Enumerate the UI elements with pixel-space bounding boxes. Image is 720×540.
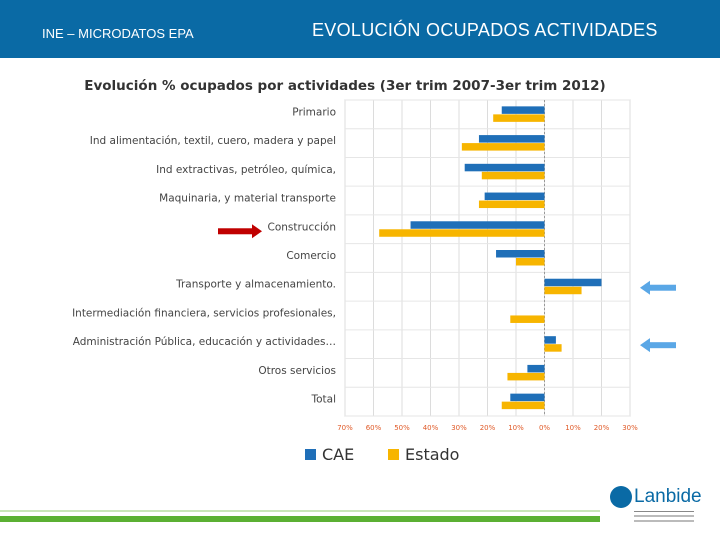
- red-arrow-shaft: [218, 228, 252, 235]
- bar-estado: [516, 258, 545, 266]
- x-tick-label: 10%: [565, 424, 581, 432]
- x-tick-label: 0%: [539, 424, 550, 432]
- bar-cae: [544, 336, 556, 344]
- legend-swatch: [388, 449, 399, 460]
- red-arrow-head-icon: [252, 224, 262, 239]
- blue-arrow-head-icon: [640, 338, 650, 353]
- x-tick-label: 30%: [622, 424, 638, 432]
- category-label: Ind alimentación, textil, cuero, madera …: [90, 135, 336, 147]
- bar-cae: [527, 364, 545, 373]
- header-source-label: INE – MICRODATOS EPA: [42, 26, 194, 41]
- bar-cae: [501, 106, 545, 114]
- bar-cae: [478, 135, 545, 143]
- x-tick-label: 20%: [594, 424, 610, 432]
- bar-estado: [478, 200, 545, 209]
- logo-mark-icon: [610, 486, 632, 508]
- lanbide-logo: Lanbide: [610, 486, 710, 526]
- x-tick-label: 10%: [508, 424, 524, 432]
- x-tick-label: 30%: [451, 424, 467, 432]
- bar-estado: [507, 372, 545, 381]
- x-tick-label: 40%: [423, 424, 439, 432]
- bar-estado: [544, 286, 582, 295]
- footer-divider: [0, 516, 600, 522]
- category-label: Primario: [292, 106, 336, 118]
- blue-arrow-shaft: [650, 284, 676, 291]
- bar-cae: [510, 393, 545, 402]
- x-tick-label: 50%: [394, 424, 410, 432]
- category-label: Otros servicios: [258, 365, 336, 377]
- bar-cae: [544, 278, 602, 287]
- bar-cae: [410, 221, 545, 229]
- logo-tagline-graphic: [634, 511, 694, 522]
- legend-swatch: [305, 449, 316, 460]
- category-label: Intermediación financiera, servicios pro…: [72, 307, 336, 319]
- legend-label: Estado: [405, 445, 459, 464]
- bar-cae: [484, 192, 545, 201]
- x-tick-label: 20%: [480, 424, 496, 432]
- bar-estado: [481, 171, 545, 180]
- category-label: Administración Pública, educación y acti…: [73, 336, 336, 348]
- blue-arrow-head-icon: [640, 280, 650, 295]
- category-label: Ind extractivas, petróleo, química,: [156, 164, 336, 176]
- category-label: Total: [310, 394, 336, 406]
- footer-divider-light: [0, 510, 600, 512]
- blue-arrow-shaft: [650, 342, 676, 349]
- x-tick-label: 70%: [337, 424, 353, 432]
- category-label: Maquinaria, y material transporte: [159, 193, 336, 205]
- page-title: EVOLUCIÓN OCUPADOS ACTIVIDADES: [312, 20, 658, 40]
- category-label: Comercio: [286, 250, 336, 262]
- header-bar: INE – MICRODATOS EPA EVOLUCIÓN OCUPADOS …: [0, 0, 720, 58]
- logo-text: Lanbide: [634, 486, 702, 507]
- category-label: Construcción: [267, 221, 336, 233]
- x-tick-label: 60%: [366, 424, 382, 432]
- bar-estado: [379, 229, 545, 237]
- bar-estado: [510, 315, 545, 323]
- bar-cae: [464, 163, 545, 172]
- bar-estado: [493, 114, 545, 122]
- bar-estado: [461, 143, 545, 151]
- legend-label: CAE: [322, 445, 354, 464]
- bar-estado: [544, 344, 562, 352]
- chart-title: Evolución % ocupados por actividades (3e…: [84, 78, 606, 94]
- bar-cae: [496, 250, 545, 258]
- category-label: Transporte y almacenamiento.: [175, 279, 336, 291]
- bar-estado: [501, 401, 545, 410]
